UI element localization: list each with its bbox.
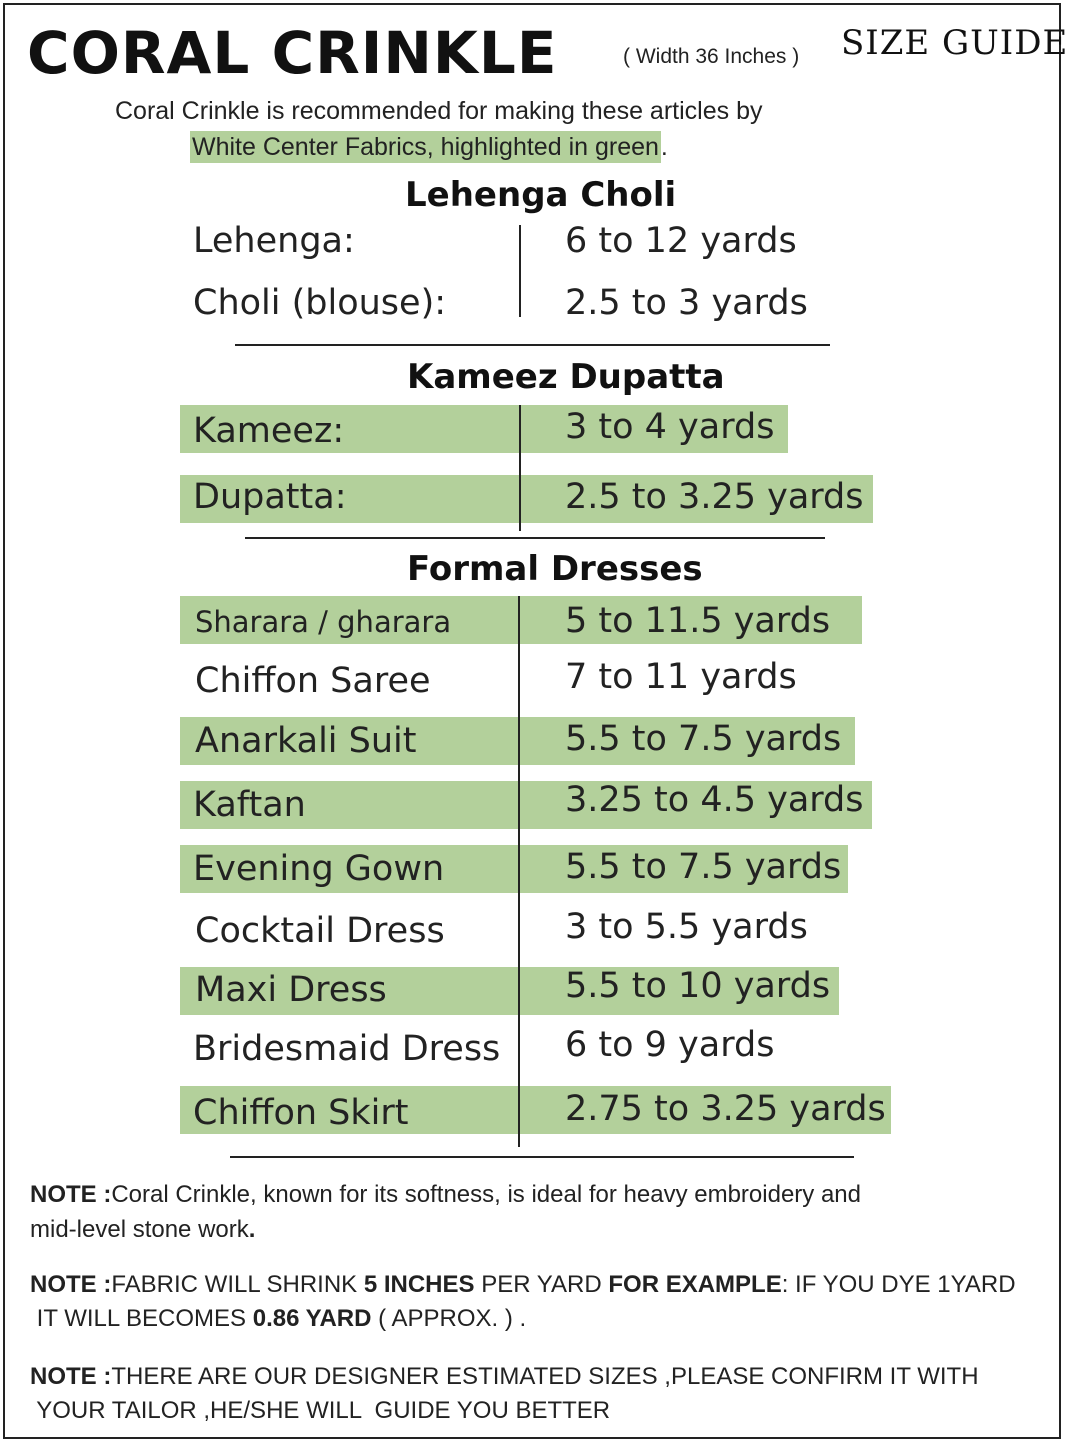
row-label-anarkali: Anarkali Suit — [195, 721, 417, 761]
row-value-chiffon-saree: 7 to 11 yards — [565, 657, 797, 697]
note-2-line-2: IT WILL BECOMES 0.86 YARD ( APPROX. ) . — [30, 1302, 527, 1336]
row-highlight-sharara — [180, 596, 862, 644]
row-label-choli: Choli (blouse): — [193, 283, 447, 323]
note-2-line2b: ( APPROX. ) . — [371, 1305, 527, 1332]
section-title-lehenga-choli: Lehenga Choli — [405, 175, 677, 215]
row-label-kameez: Kameez: — [193, 411, 345, 451]
intro-line-2-end: . — [660, 133, 668, 161]
note-2-bold3: 0.86 YARD — [252, 1305, 372, 1332]
intro-highlight: White Center Fabrics, highlighted in gre… — [190, 131, 661, 163]
row-value-chiffon-skirt: 2.75 to 3.25 yards — [565, 1089, 886, 1129]
note-3-line-1: NOTE :THERE ARE OUR DESIGNER ESTIMATED S… — [30, 1360, 979, 1394]
column-divider — [519, 225, 521, 317]
size-guide-heading: SIZE GUIDE — [841, 23, 1068, 63]
row-highlight-dupatta — [180, 475, 873, 523]
note-2-part3: : IF YOU DYE 1YARD — [781, 1271, 1016, 1298]
row-highlight-anarkali — [180, 717, 855, 765]
row-value-lehenga: 6 to 12 yards — [565, 221, 797, 261]
row-value-kaftan: 3.25 to 4.5 yards — [565, 780, 864, 820]
row-value-choli: 2.5 to 3 yards — [565, 283, 808, 323]
row-label-lehenga: Lehenga: — [193, 221, 355, 261]
fabric-width-note: ( Width 36 Inches ) — [623, 45, 800, 68]
note-2-bold1: 5 INCHES — [363, 1271, 475, 1298]
column-divider — [519, 405, 521, 531]
section-divider — [245, 537, 825, 539]
intro-line-2: White Center Fabrics, highlighted in gre… — [190, 131, 668, 163]
row-highlight-chiffon-skirt — [180, 1086, 891, 1134]
row-label-kaftan: Kaftan — [193, 785, 306, 825]
size-guide-page: CORAL CRINKLE ( Width 36 Inches ) SIZE G… — [3, 3, 1067, 1439]
row-label-cocktail-dress: Cocktail Dress — [195, 911, 445, 951]
note-2-line2a: IT WILL BECOMES — [30, 1305, 253, 1332]
row-highlight-kaftan — [180, 781, 872, 829]
row-label-dupatta: Dupatta: — [193, 477, 347, 517]
page-title: CORAL CRINKLE — [27, 19, 558, 87]
row-value-maxi-dress: 5.5 to 10 yards — [565, 966, 831, 1006]
row-value-cocktail-dress: 3 to 5.5 yards — [565, 907, 808, 947]
section-divider — [235, 344, 830, 346]
row-value-dupatta: 2.5 to 3.25 yards — [565, 477, 864, 517]
note-2-bold2: FOR EXAMPLE — [608, 1271, 782, 1298]
row-highlight-evening-gown — [180, 845, 848, 893]
note-1-text-cont: mid-level stone work — [30, 1216, 249, 1243]
note-2-prefix: NOTE : — [30, 1271, 112, 1298]
note-3-prefix: NOTE : — [30, 1363, 112, 1390]
row-label-sharara: Sharara / gharara — [195, 605, 452, 639]
note-1-line-2: mid-level stone work. — [30, 1213, 255, 1247]
row-highlight-maxi-dress — [180, 967, 839, 1015]
row-label-evening-gown: Evening Gown — [193, 849, 445, 889]
note-2-part1: FABRIC WILL SHRINK — [111, 1271, 364, 1298]
intro-line-1: Coral Crinkle is recommended for making … — [115, 97, 763, 125]
note-3-line-2: YOUR TAILOR ,HE/SHE WILL GUIDE YOU BETTE… — [30, 1397, 611, 1424]
row-value-bridesmaid-dress: 6 to 9 yards — [565, 1025, 775, 1065]
note-1-prefix: NOTE : — [30, 1181, 112, 1208]
row-label-maxi-dress: Maxi Dress — [195, 970, 387, 1010]
row-label-chiffon-saree: Chiffon Saree — [195, 661, 431, 701]
column-divider — [518, 596, 520, 1147]
row-value-anarkali: 5.5 to 7.5 yards — [565, 719, 842, 759]
section-title-kameez-dupatta: Kameez Dupatta — [407, 357, 725, 397]
row-value-sharara: 5 to 11.5 yards — [565, 601, 831, 641]
row-label-bridesmaid-dress: Bridesmaid Dress — [193, 1029, 501, 1069]
row-value-evening-gown: 5.5 to 7.5 yards — [565, 847, 842, 887]
section-title-formal-dresses: Formal Dresses — [407, 549, 703, 589]
note-1-end: . — [248, 1216, 256, 1243]
note-3-text: THERE ARE OUR DESIGNER ESTIMATED SIZES ,… — [111, 1363, 979, 1390]
note-2-part2: PER YARD — [474, 1271, 609, 1298]
section-divider — [230, 1156, 854, 1158]
note-1-line-1: NOTE :Coral Crinkle, known for its softn… — [30, 1178, 861, 1212]
row-value-kameez: 3 to 4 yards — [565, 407, 775, 447]
note-2-line-1: NOTE :FABRIC WILL SHRINK 5 INCHES PER YA… — [30, 1268, 1016, 1302]
row-label-chiffon-skirt: Chiffon Skirt — [193, 1093, 409, 1133]
note-1-text: Coral Crinkle, known for its softness, i… — [111, 1181, 861, 1208]
row-highlight-kameez — [180, 405, 788, 453]
